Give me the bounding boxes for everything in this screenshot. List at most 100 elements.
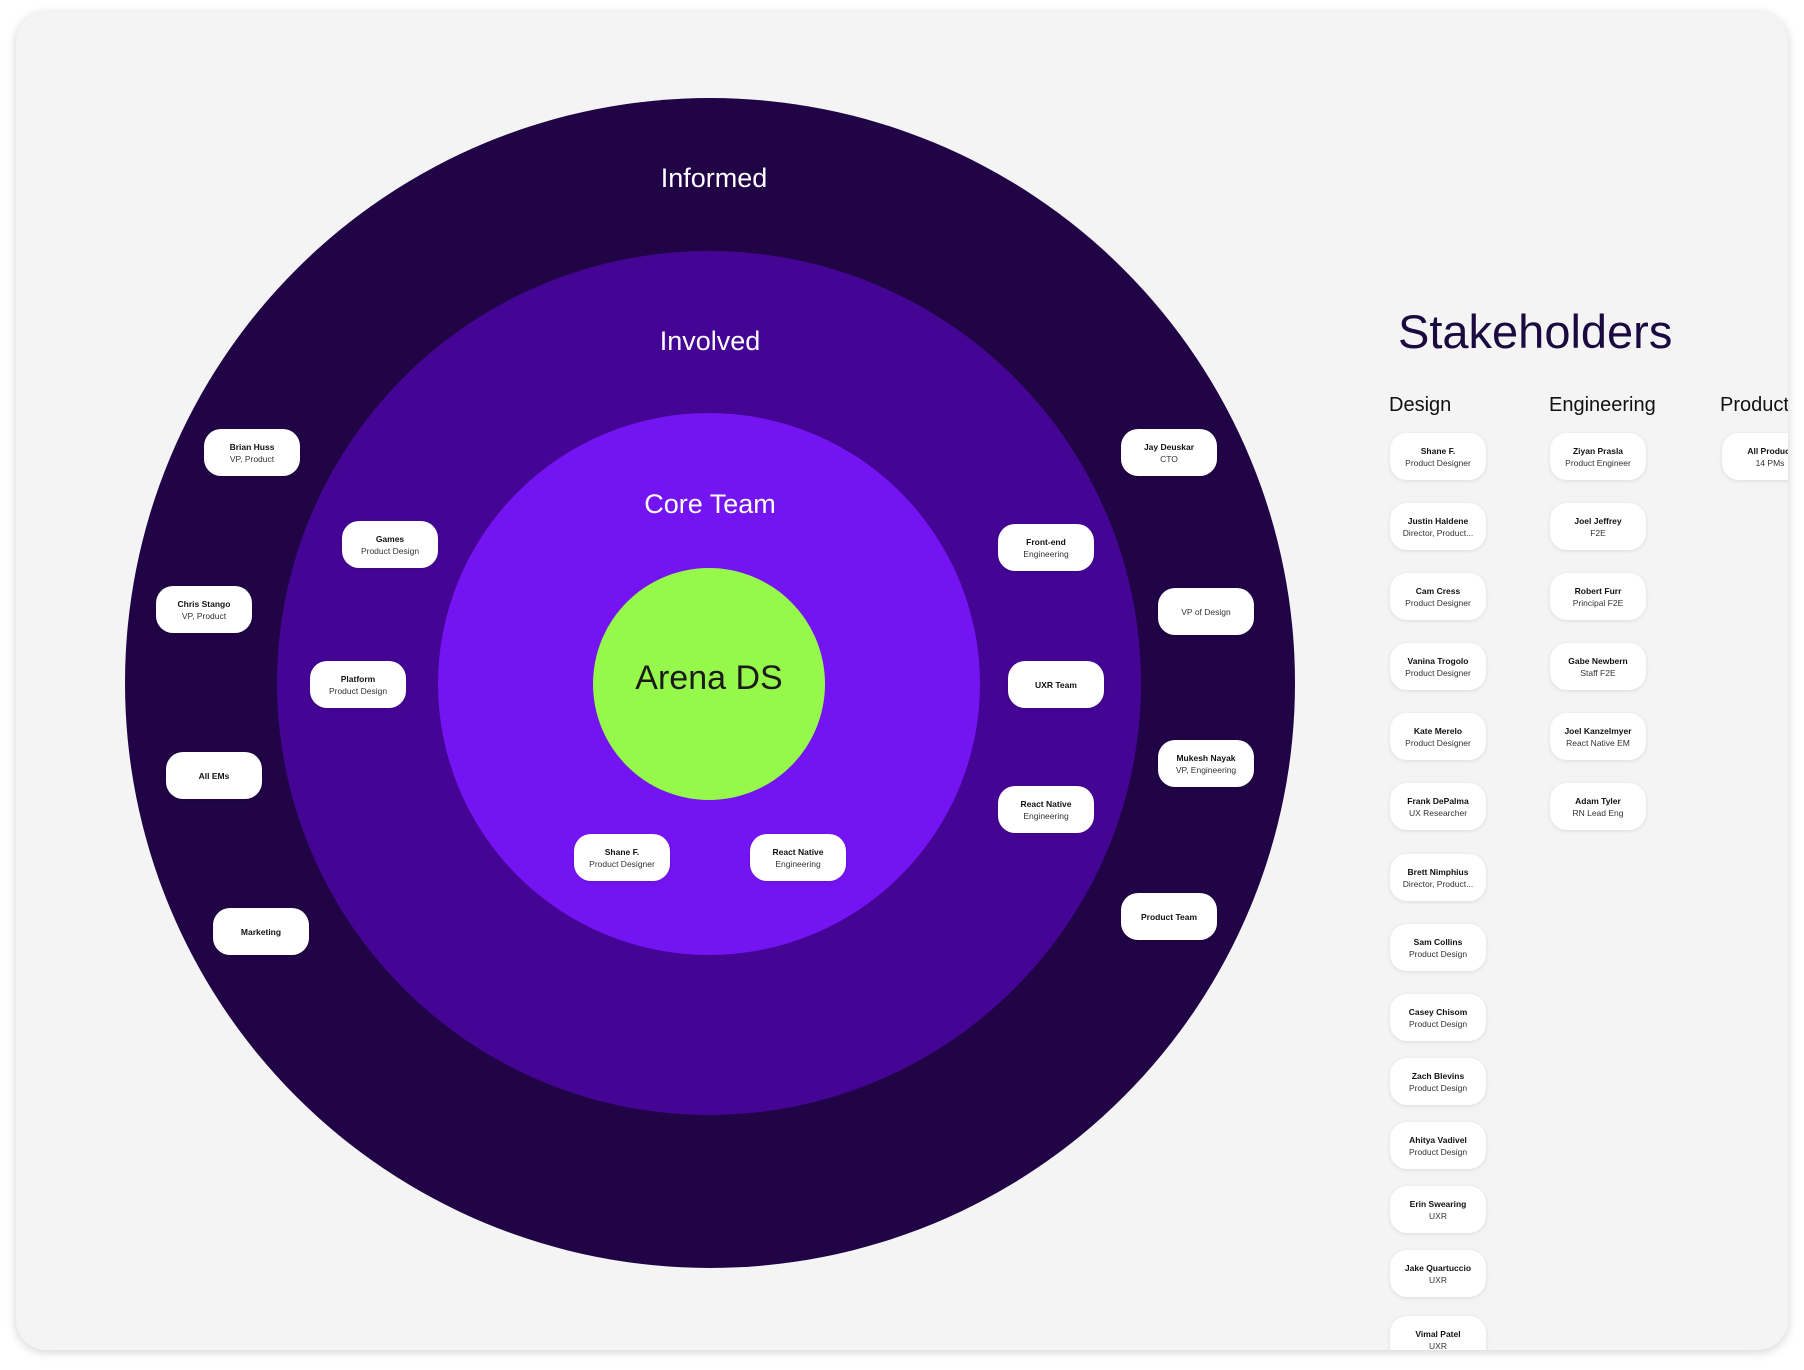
chip-vp-of-design[interactable]: VP of Design	[1158, 588, 1254, 635]
chip-name: Front-end	[1026, 536, 1066, 547]
stakeholder-name: Brett Nimphius	[1407, 866, 1469, 877]
stakeholder-chip[interactable]: Casey Chisom Product Design	[1390, 994, 1486, 1041]
stakeholder-role: Product Design	[1408, 1018, 1468, 1029]
chip-role: Product Designer	[589, 858, 655, 869]
stakeholder-chip[interactable]: Robert Furr Principal F2E	[1550, 573, 1646, 620]
chip-name: VP of Design	[1181, 606, 1231, 617]
chip-name: Product Team	[1140, 911, 1198, 922]
stakeholder-name: Adam Tyler	[1575, 795, 1621, 806]
column-heading-product: Product	[1720, 394, 1788, 416]
chip-shane-core[interactable]: Shane F. Product Designer	[574, 834, 670, 881]
stakeholder-name: Sam Collins	[1413, 936, 1463, 947]
chip-product-team[interactable]: Product Team	[1121, 893, 1217, 940]
chip-name: Mukesh Nayak	[1176, 752, 1236, 763]
chip-role: Product Design	[328, 685, 388, 696]
chip-all-ems[interactable]: All EMs	[166, 752, 262, 799]
stakeholder-chip[interactable]: Brett Nimphius Director, Product...	[1390, 854, 1486, 901]
stakeholder-role: Director, Product...	[1402, 878, 1474, 889]
stakeholder-role: Director, Product...	[1402, 527, 1474, 538]
chip-uxr-team[interactable]: UXR Team	[1008, 661, 1104, 708]
stakeholder-name: Joel Jeffrey	[1574, 515, 1622, 526]
chip-brian-huss[interactable]: Brian Huss VP, Product	[204, 429, 300, 476]
stakeholder-role: Principal F2E	[1572, 597, 1624, 608]
chip-platform[interactable]: Platform Product Design	[310, 661, 406, 708]
chip-react-native-core[interactable]: React Native Engineering	[750, 834, 846, 881]
stakeholders-title: Stakeholders	[1398, 305, 1673, 358]
stakeholder-chip[interactable]: Zach Blevins Product Design	[1390, 1058, 1486, 1105]
stakeholder-role: UXR	[1429, 1274, 1447, 1285]
stakeholder-chip[interactable]: All Product14 PMs	[1722, 433, 1788, 480]
stakeholder-chip[interactable]: Jake Quartuccio UXR	[1390, 1250, 1486, 1297]
chip-role: VP, Engineering	[1175, 764, 1237, 775]
stakeholder-role: Staff F2E	[1580, 667, 1616, 678]
stakeholder-role: 14 PMs	[1755, 457, 1785, 468]
chip-front-end[interactable]: Front-end Engineering	[998, 524, 1094, 571]
chip-name: React Native	[772, 846, 824, 857]
stakeholder-name: Vanina Trogolo	[1407, 655, 1469, 666]
arena-ds-label: Arena DS	[635, 659, 783, 697]
chip-name: Marketing	[240, 926, 282, 937]
stakeholder-name: Cam Cress	[1415, 585, 1461, 596]
stakeholder-role: F2E	[1590, 527, 1606, 538]
stakeholder-role: Product Designer	[1405, 667, 1471, 678]
chip-jay-deuskar[interactable]: Jay Deuskar CTO	[1121, 429, 1217, 476]
stakeholder-name: Justin Haldene	[1407, 515, 1469, 526]
stakeholder-role: React Native EM	[1566, 737, 1630, 748]
chip-role: Engineering	[1023, 810, 1069, 821]
arena-ds-circle	[593, 568, 825, 800]
stakeholder-chip[interactable]: Shane F. Product Designer	[1390, 433, 1486, 480]
stakeholder-role: UXR	[1429, 1340, 1447, 1351]
stakeholder-role: UX Researcher	[1408, 807, 1468, 818]
chip-chris-stango[interactable]: Chris Stango VP, Product	[156, 586, 252, 633]
canvas-frame: Informed Involved Core Team Arena DS Bri…	[16, 12, 1788, 1350]
stakeholder-chip[interactable]: Vimal Patel UXR	[1390, 1316, 1486, 1350]
stakeholder-chip[interactable]: Kate Merelo Product Designer	[1390, 713, 1486, 760]
chip-name: Brian Huss	[229, 441, 275, 452]
stakeholder-role: Product Design	[1408, 948, 1468, 959]
core-team-label: Core Team	[644, 489, 776, 519]
column-heading-design: Design	[1389, 394, 1452, 416]
stakeholder-name: Ziyan Prasla	[1572, 445, 1624, 456]
chip-role: VP, Product	[181, 610, 227, 621]
chip-name: Platform	[340, 673, 376, 684]
stakeholder-name: Robert Furr	[1574, 585, 1622, 596]
stakeholder-name: Casey Chisom	[1408, 1006, 1468, 1017]
chip-role: VP, Product	[229, 453, 275, 464]
stakeholder-chip[interactable]: Cam Cress Product Designer	[1390, 573, 1486, 620]
chip-role: CTO	[1160, 453, 1178, 464]
stakeholder-name: All Product	[1747, 445, 1788, 456]
chip-marketing[interactable]: Marketing	[213, 908, 309, 955]
stakeholder-role: Product Design	[1408, 1082, 1468, 1093]
stakeholder-chip[interactable]: Sam Collins Product Design	[1390, 924, 1486, 971]
stakeholder-chip[interactable]: Ahitya Vadivel Product Design	[1390, 1122, 1486, 1169]
informed-label: Informed	[660, 163, 768, 193]
chip-games[interactable]: Games Product Design	[342, 521, 438, 568]
chip-mukesh-nayak[interactable]: Mukesh Nayak VP, Engineering	[1158, 740, 1254, 787]
chip-name: Shane F.	[604, 846, 640, 857]
stakeholder-chip[interactable]: Gabe Newbern Staff F2E	[1550, 643, 1646, 690]
stakeholder-name: Shane F.	[1420, 445, 1456, 456]
stakeholder-chip[interactable]: Ziyan Prasla Product Engineer	[1550, 433, 1646, 480]
stakeholder-chip[interactable]: Adam Tyler RN Lead Eng	[1550, 783, 1646, 830]
stakeholder-chip[interactable]: Frank DePalma UX Researcher	[1390, 783, 1486, 830]
stakeholder-name: Joel Kanzelmyer	[1564, 725, 1632, 736]
stakeholder-role: UXR	[1429, 1210, 1447, 1221]
stakeholder-chip[interactable]: Joel Kanzelmyer React Native EM	[1550, 713, 1646, 760]
stakeholder-chip[interactable]: Justin Haldene Director, Product...	[1390, 503, 1486, 550]
chip-role: Product Design	[360, 545, 420, 556]
chip-name: Games	[375, 533, 405, 544]
stakeholder-chip[interactable]: Joel Jeffrey F2E	[1550, 503, 1646, 550]
chip-role: Engineering	[775, 858, 821, 869]
chip-react-native-involved[interactable]: React Native Engineering	[998, 786, 1094, 833]
stakeholder-name: Ahitya Vadivel	[1409, 1134, 1467, 1145]
stakeholder-role: Product Designer	[1405, 597, 1471, 608]
stakeholder-role: RN Lead Eng	[1572, 807, 1624, 818]
chip-role: Engineering	[1023, 548, 1069, 559]
stakeholder-name: Erin Swearing	[1409, 1198, 1467, 1209]
chip-name: All EMs	[198, 770, 230, 781]
stakeholder-chip[interactable]: Erin Swearing UXR	[1390, 1186, 1486, 1233]
stakeholder-role: Product Engineer	[1565, 457, 1631, 468]
stakeholder-name: Vimal Patel	[1415, 1328, 1461, 1339]
stakeholder-chip[interactable]: Vanina Trogolo Product Designer	[1390, 643, 1486, 690]
stakeholder-name: Frank DePalma	[1407, 795, 1469, 806]
